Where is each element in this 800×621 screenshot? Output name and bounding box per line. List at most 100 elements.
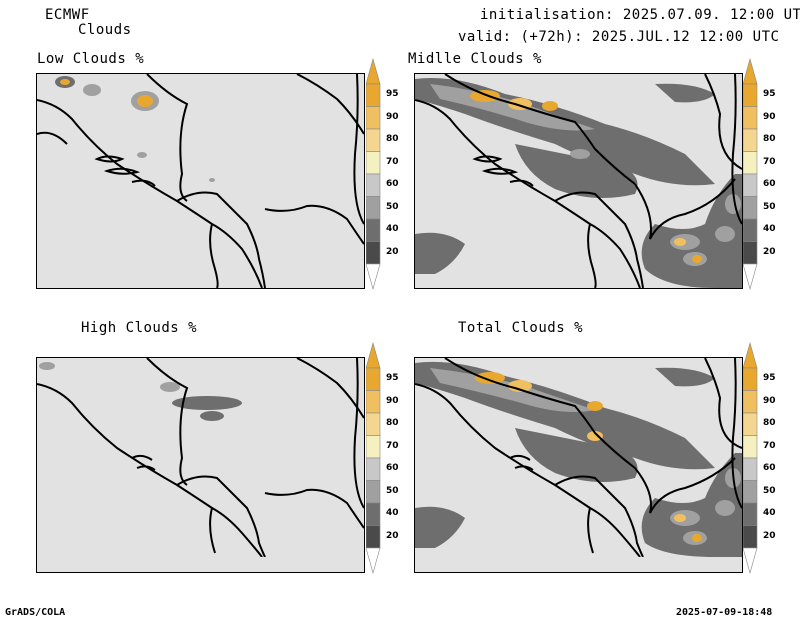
init-time-label: initialisation: 2025.07.09. 12:00 UTC [480, 7, 800, 23]
colorbar-tick-label: 60 [763, 179, 776, 190]
colorbar-tick-label: 50 [386, 485, 399, 496]
colorbar-swatch [366, 106, 381, 130]
footer-credit: GrADS/COLA [5, 607, 66, 618]
colorbar-swatch [366, 218, 381, 242]
cloud-patches-low [55, 76, 215, 182]
colorbar-tick-label: 95 [386, 89, 399, 100]
panel-title-low: Low Clouds % [37, 51, 145, 67]
colorbar-tick-label: 70 [386, 440, 399, 451]
colorbar-top-left: 95 90 80 70 60 50 40 20 [366, 58, 406, 290]
colorbar-tick-label: 60 [763, 463, 776, 474]
product-label: Clouds [78, 22, 132, 38]
cloud-patches-middle [415, 78, 742, 288]
colorbar-bottom-right: 95 90 80 70 60 50 40 20 [743, 342, 783, 574]
colorbar-tick-label: 50 [386, 201, 399, 212]
panel-title-middle: Midlle Clouds % [408, 51, 542, 67]
colorbar-bottom-arrow [743, 263, 758, 290]
colorbar-top-right: 95 90 80 70 60 50 40 20 [743, 58, 783, 290]
colorbar-top-arrow [366, 342, 381, 369]
colorbar-tick-label: 60 [386, 179, 399, 190]
colorbar-bottom-arrow [366, 263, 381, 290]
colorbar-swatch [366, 480, 381, 504]
colorbar-tick-label: 80 [386, 134, 399, 145]
colorbar-swatch [743, 83, 758, 107]
colorbar-swatch [743, 457, 758, 481]
colorbar-tick-label: 80 [763, 134, 776, 145]
map-panel-low-clouds [36, 73, 365, 289]
map-low [37, 74, 364, 288]
colorbar-tick-label: 60 [386, 463, 399, 474]
colorbar-swatch [743, 480, 758, 504]
map-high [37, 358, 364, 557]
colorbar-tick-label: 20 [763, 530, 776, 541]
colorbar-swatch [743, 502, 758, 526]
colorbar-swatch [743, 390, 758, 414]
panel-title-high: High Clouds % [81, 320, 198, 336]
model-label: ECMWF [45, 7, 90, 23]
colorbar-svg [743, 58, 758, 290]
colorbar-swatch [743, 525, 758, 549]
colorbar-tick-label: 40 [763, 508, 776, 519]
colorbar-swatch [743, 173, 758, 197]
map-total [415, 358, 742, 557]
colorbar-swatch [366, 502, 381, 526]
colorbar-swatch [743, 435, 758, 459]
colorbar-tick-label: 70 [386, 156, 399, 167]
colorbar-tick-label: 40 [386, 508, 399, 519]
colorbar-tick-label: 95 [386, 373, 399, 384]
footer-timestamp: 2025-07-09-18:48 [676, 607, 773, 618]
colorbar-swatch [743, 241, 758, 265]
colorbar-swatch [366, 367, 381, 391]
colorbar-tick-label: 90 [386, 111, 399, 122]
colorbar-top-arrow [743, 58, 758, 85]
colorbar-tick-label: 20 [386, 246, 399, 257]
colorbar-swatch [743, 412, 758, 436]
colorbar-tick-label: 90 [763, 395, 776, 406]
colorbar-bottom-left: 95 90 80 70 60 50 40 20 [366, 342, 406, 574]
colorbar-bottom-arrow [743, 547, 758, 574]
colorbar-tick-label: 90 [386, 395, 399, 406]
colorbar-swatch [366, 173, 381, 197]
cloud-patches-high [39, 362, 242, 421]
colorbar-tick-label: 95 [763, 89, 776, 100]
panel-title-total: Total Clouds % [458, 320, 584, 336]
colorbar-bottom-arrow [366, 547, 381, 574]
colorbar-swatch [743, 128, 758, 152]
colorbar-tick-label: 90 [763, 111, 776, 122]
colorbar-swatch [366, 151, 381, 175]
colorbar-swatch [366, 525, 381, 549]
colorbar-tick-label: 80 [386, 418, 399, 429]
colorbar-swatch [366, 128, 381, 152]
colorbar-top-arrow [743, 342, 758, 369]
colorbar-swatch [743, 151, 758, 175]
colorbar-swatch [366, 241, 381, 265]
colorbar-swatch [366, 196, 381, 220]
colorbar-swatch [743, 196, 758, 220]
colorbar-tick-label: 40 [763, 224, 776, 235]
colorbar-tick-label: 40 [386, 224, 399, 235]
map-panel-middle-clouds [414, 73, 743, 289]
colorbar-swatch [366, 412, 381, 436]
cloud-patches-total [415, 361, 742, 557]
colorbar-swatch [366, 390, 381, 414]
colorbar-tick-label: 70 [763, 156, 776, 167]
colorbar-tick-label: 95 [763, 373, 776, 384]
colorbar-swatch [366, 83, 381, 107]
map-panel-total-clouds [414, 357, 743, 573]
colorbar-tick-label: 50 [763, 201, 776, 212]
colorbar-svg [743, 342, 758, 574]
map-middle [415, 74, 742, 288]
colorbar-svg [366, 58, 381, 290]
colorbar-tick-label: 20 [763, 246, 776, 257]
colorbar-swatch [743, 367, 758, 391]
colorbar-swatch [743, 218, 758, 242]
colorbar-swatch [366, 435, 381, 459]
colorbar-svg [366, 342, 381, 574]
colorbar-tick-label: 50 [763, 485, 776, 496]
valid-time-label: valid: (+72h): 2025.JUL.12 12:00 UTC [458, 29, 780, 45]
colorbar-tick-label: 80 [763, 418, 776, 429]
colorbar-swatch [743, 106, 758, 130]
colorbar-swatch [366, 457, 381, 481]
map-panel-high-clouds [36, 357, 365, 573]
colorbar-tick-label: 20 [386, 530, 399, 541]
